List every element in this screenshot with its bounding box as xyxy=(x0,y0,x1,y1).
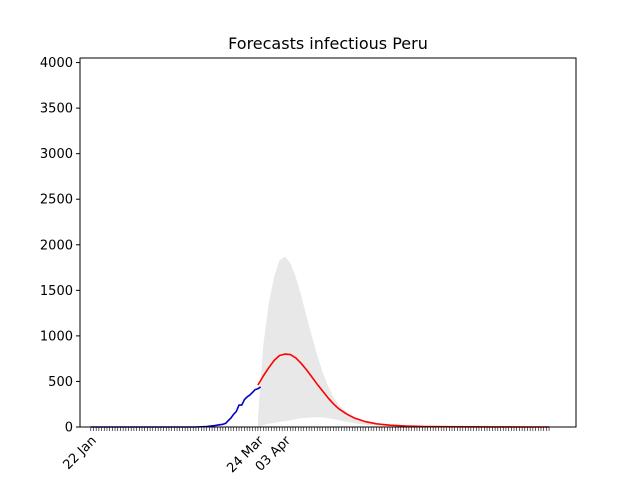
forecast-interval-band xyxy=(257,256,549,427)
observed-line xyxy=(90,386,262,428)
x-tick-label: 22 Jan xyxy=(60,433,99,472)
forecast-line xyxy=(257,353,550,428)
y-tick-label: 3000 xyxy=(40,147,73,162)
y-tick-label: 2500 xyxy=(40,193,73,208)
y-tick-label: 3500 xyxy=(40,102,73,117)
y-tick-label: 1500 xyxy=(40,284,73,299)
plot-frame xyxy=(79,57,577,428)
y-tick-label: 4000 xyxy=(40,56,73,71)
chart-title: Forecasts infectious Peru xyxy=(228,34,428,53)
y-tick-label: 0 xyxy=(65,421,73,436)
y-tick-label: 2000 xyxy=(40,238,73,253)
y-tick-label: 500 xyxy=(48,375,73,390)
y-tick-label: 1000 xyxy=(40,329,73,344)
